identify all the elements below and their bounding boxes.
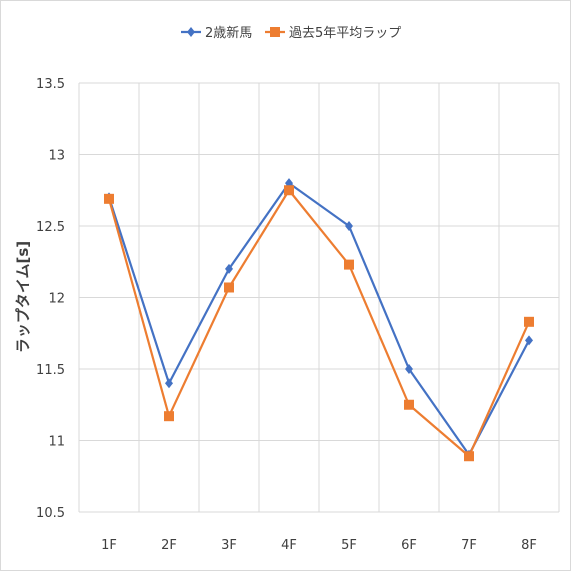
x-tick-label: 4F — [281, 538, 297, 553]
data-point — [104, 193, 114, 204]
data-point — [345, 221, 353, 231]
data-point — [225, 263, 233, 274]
axes: 10.5 11 11.5 12 12.5 13 13.5 1F 2F 3F 4F 5F 6F 7F 8F — [36, 77, 537, 553]
legend-item: 過去5年平均ラップ — [265, 26, 401, 41]
gridlines — [78, 82, 560, 513]
legend-label: 2歳新馬 — [205, 25, 252, 41]
legend-item: 2歳新馬 — [181, 25, 252, 41]
data-point — [405, 364, 413, 374]
data-point — [524, 316, 534, 327]
y-tick-label: 11.5 — [36, 363, 65, 378]
legend: 2歳新馬 過去5年平均ラップ — [181, 25, 401, 41]
y-tick-label: 13 — [48, 149, 65, 164]
x-tick-label: 2F — [161, 538, 177, 553]
x-tick-label: 8F — [521, 538, 537, 553]
legend-marker — [270, 27, 280, 37]
y-tick-label: 11 — [48, 435, 65, 450]
data-point — [464, 451, 474, 462]
x-tick-label: 5F — [341, 538, 357, 553]
data-point — [344, 259, 354, 270]
series-line — [107, 189, 531, 458]
y-axis-title: ラップタイム[s] — [14, 241, 32, 353]
series-2 — [104, 185, 534, 462]
x-tick-label: 6F — [401, 538, 417, 553]
y-tick-label: 13.5 — [36, 77, 65, 92]
y-tick-label: 10.5 — [36, 506, 65, 521]
data-point — [525, 335, 533, 346]
data-point — [164, 411, 174, 422]
y-tick-label: 12.5 — [36, 220, 65, 235]
data-point — [404, 399, 414, 410]
data-point — [224, 282, 234, 293]
x-tick-label: 3F — [221, 538, 237, 553]
data-point — [284, 185, 294, 196]
x-tick-label: 1F — [101, 538, 117, 553]
legend-marker — [187, 27, 195, 37]
data-point — [165, 378, 173, 389]
y-tick-label: 12 — [48, 292, 65, 307]
legend-label: 過去5年平均ラップ — [289, 26, 401, 41]
x-tick-label: 7F — [461, 538, 477, 553]
series-group — [104, 178, 534, 462]
series-line — [107, 182, 530, 456]
